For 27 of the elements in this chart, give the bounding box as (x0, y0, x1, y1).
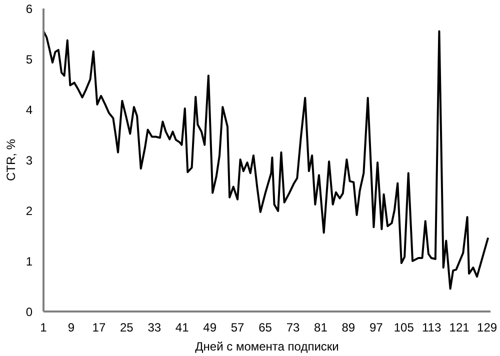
x-tick-label: 49 (203, 320, 217, 334)
y-tick-label: 0 (26, 305, 33, 319)
y-axis-title: CTR, % (4, 138, 18, 181)
y-tick-label: 3 (26, 154, 33, 168)
x-tick-label: 73 (286, 320, 300, 334)
x-tick-label: 89 (342, 320, 356, 334)
x-tick-label: 97 (369, 320, 384, 334)
x-tick-label: 121 (449, 320, 470, 334)
x-axis-title: Дней с момента подписки (195, 340, 339, 354)
x-tick-label: 25 (120, 320, 134, 334)
y-tick-label: 4 (26, 103, 33, 117)
x-tick-label: 41 (175, 320, 190, 334)
x-tick-label: 33 (148, 320, 162, 334)
y-tick-label: 2 (26, 204, 33, 218)
x-tick-label: 57 (230, 320, 245, 334)
x-tick-label: 129 (477, 320, 498, 334)
y-tick-label: 5 (26, 52, 33, 66)
y-tick-label: 6 (26, 2, 33, 16)
x-tick-label: 81 (314, 320, 328, 334)
x-tick-label: 17 (92, 320, 106, 334)
x-tick-label: 113 (422, 320, 442, 334)
x-tick-label: 9 (68, 320, 75, 334)
x-tick-label: 65 (258, 320, 272, 334)
x-tick-label: 1 (40, 320, 48, 334)
x-tick-label: 105 (394, 320, 414, 334)
y-tick-label: 1 (26, 254, 33, 268)
line-series (44, 30, 490, 290)
